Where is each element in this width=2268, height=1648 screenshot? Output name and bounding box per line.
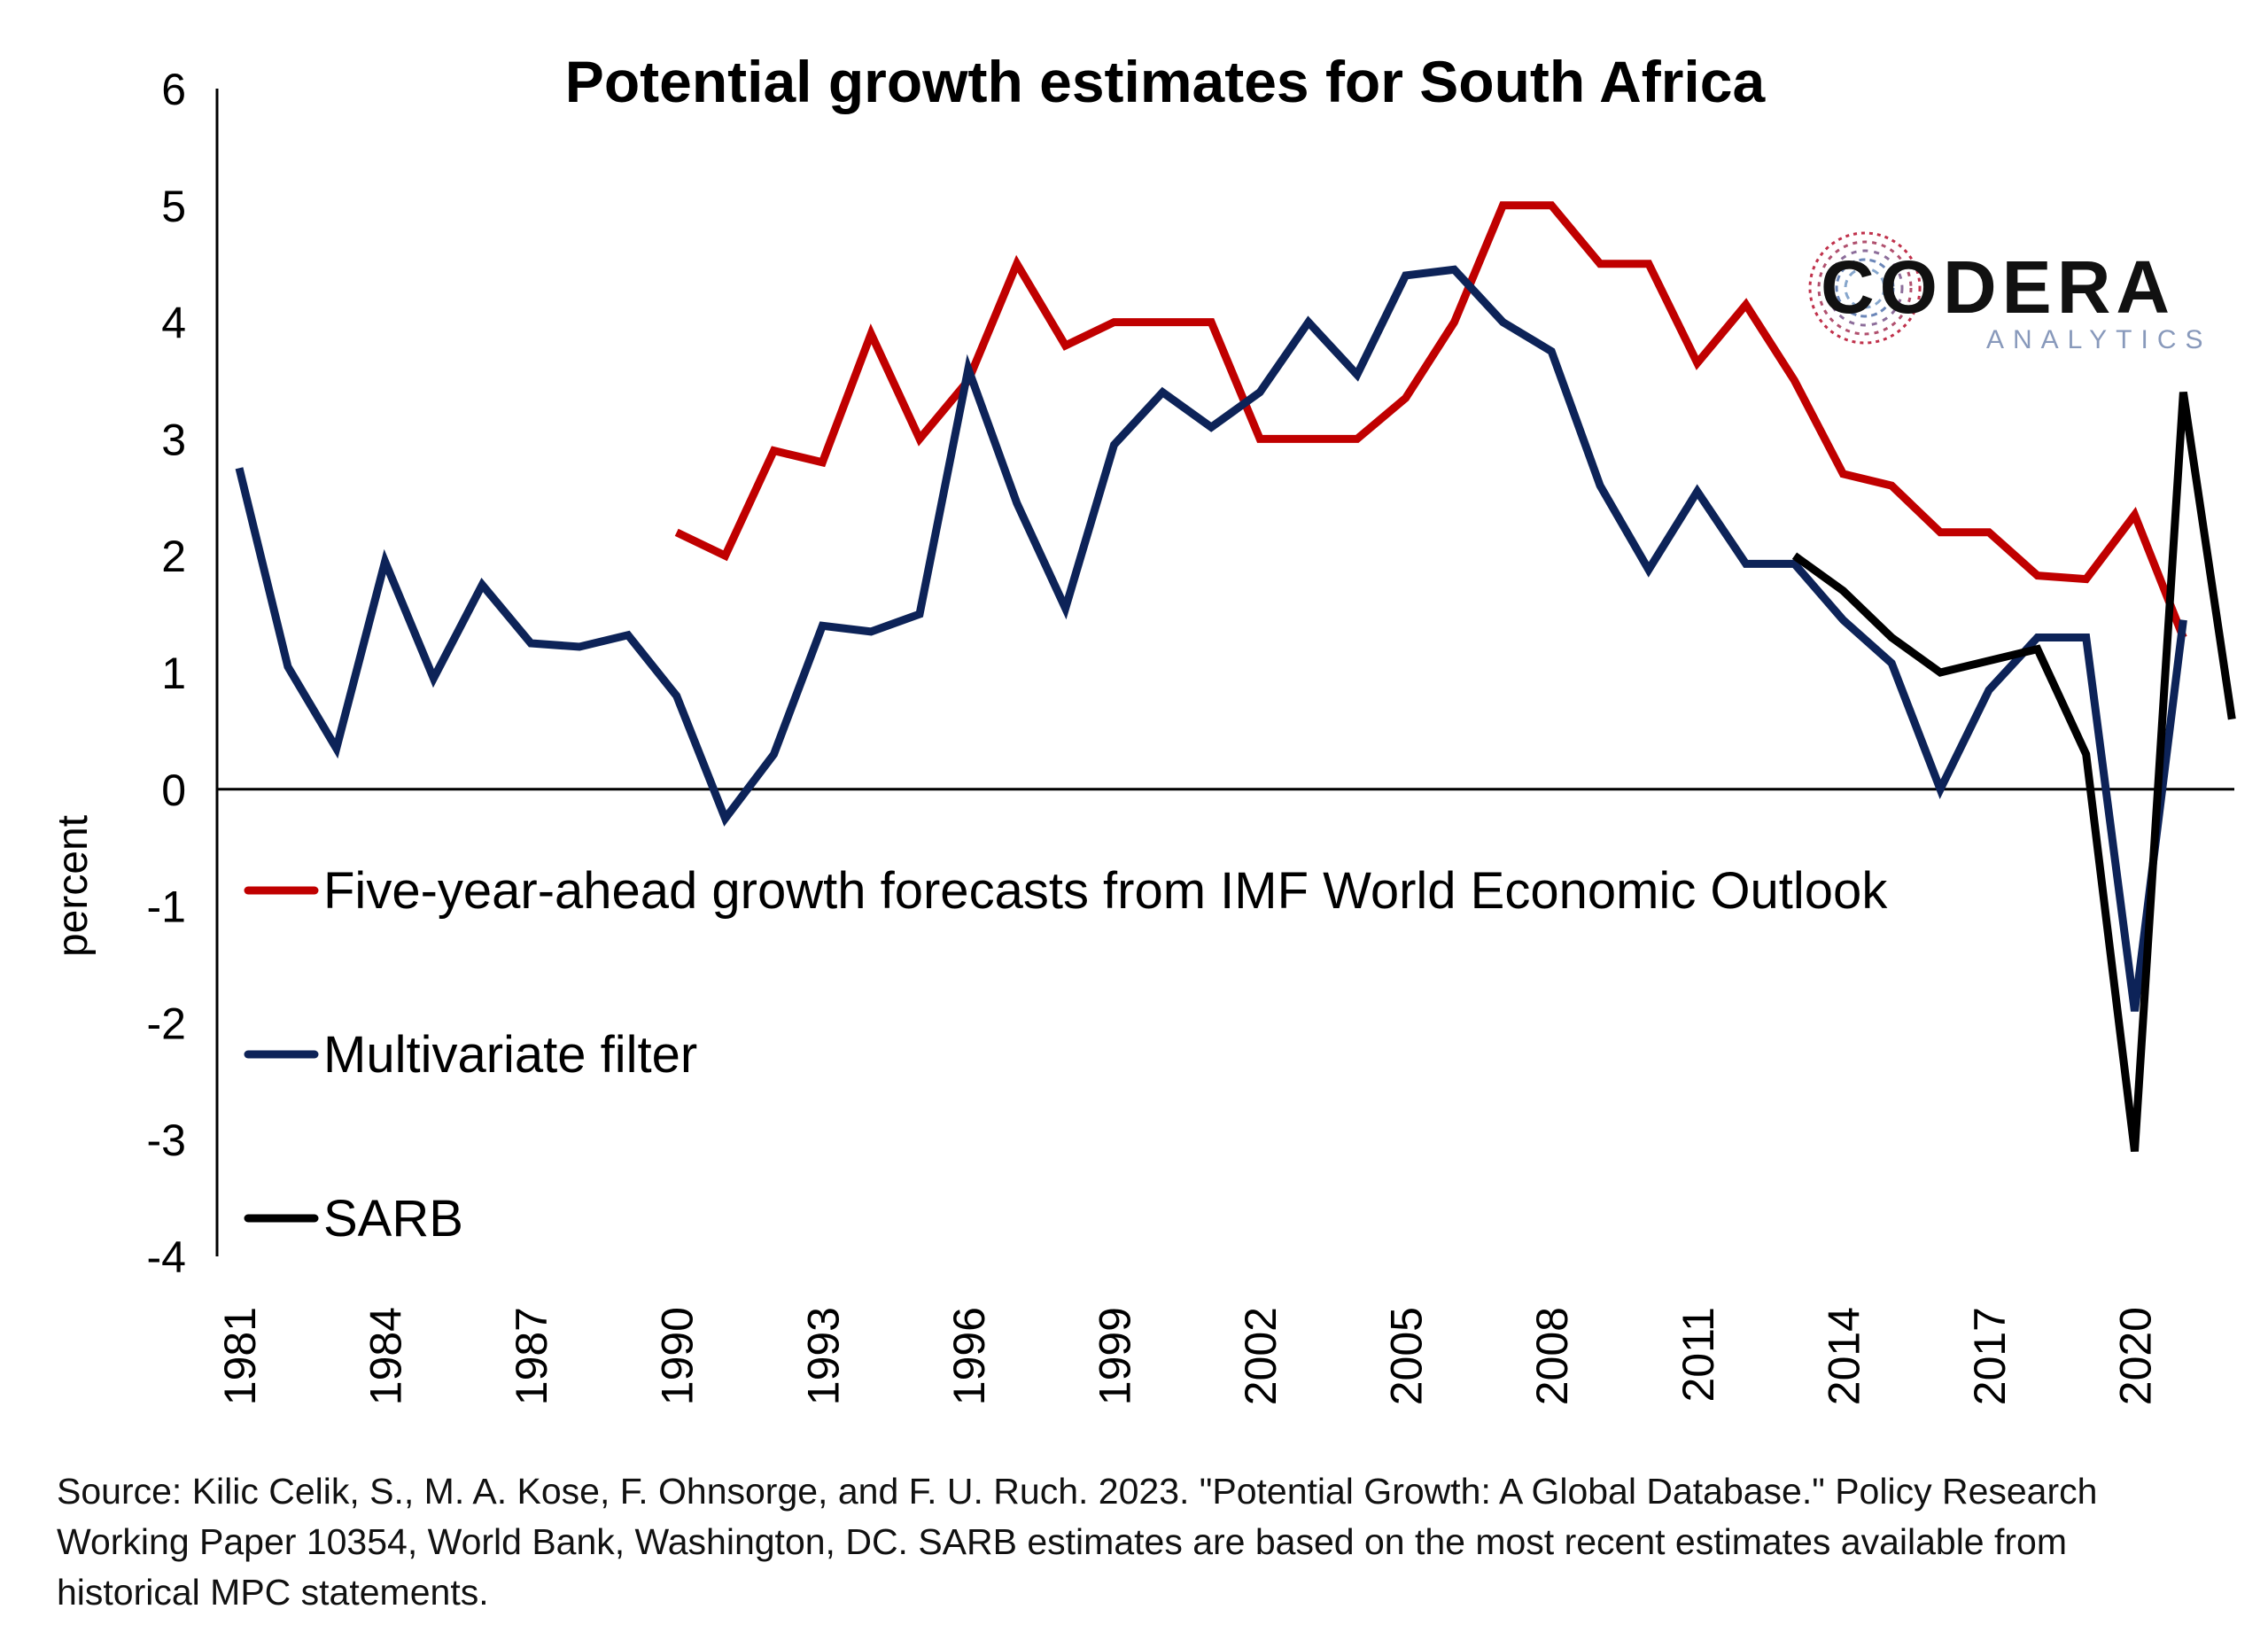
series-line-2 — [235, 265, 2187, 1012]
codera-logo-mark-icon — [1808, 231, 1922, 345]
y-tick-label: 4 — [161, 299, 186, 348]
x-tick-label: 2008 — [1527, 1307, 1577, 1405]
x-tick-label: 1984 — [361, 1307, 411, 1405]
x-tick-label: 2014 — [1819, 1307, 1868, 1405]
logo-arc — [1835, 258, 1895, 318]
x-tick-label: 2005 — [1382, 1307, 1432, 1405]
codera-logo: CODERA ANALYTICS — [1808, 231, 2212, 354]
legend-label-2: Multivariate filter — [323, 1026, 697, 1084]
chart-title: Potential growth estimates for South Afr… — [565, 49, 1767, 114]
x-tick-label: 1987 — [507, 1307, 556, 1405]
series-line-1 — [674, 201, 2187, 640]
logo-arc — [1817, 240, 1913, 336]
x-tick-label: 2011 — [1674, 1307, 1723, 1403]
y-tick-label: 5 — [161, 182, 186, 231]
y-tick-label: 0 — [161, 766, 186, 815]
y-tick-label: -4 — [147, 1232, 186, 1282]
x-tick-label: 1999 — [1090, 1307, 1139, 1405]
logo-arc — [1826, 249, 1904, 327]
y-tick-label: 3 — [161, 415, 186, 464]
legend-label-3: SARB — [323, 1190, 463, 1248]
logo-arc — [1844, 267, 1886, 309]
logo-tagline: ANALYTICS — [1986, 325, 2212, 354]
source-note: Source: Kilic Celik, S., M. A. Kose, F. … — [57, 1471, 2098, 1613]
axes: 6 5 4 3 2 1 0 -1 -2 -3 -4 1981 1984 1987 1990 1993 1996 1… — [147, 65, 2234, 1405]
x-tick-label: 1996 — [944, 1307, 994, 1405]
y-tick-label: 1 — [161, 649, 186, 698]
logo-name: CODERA — [1821, 245, 2175, 329]
series-layer — [235, 201, 2236, 1152]
y-tick-label: -3 — [147, 1116, 186, 1165]
series-line-3 — [1791, 392, 2236, 1152]
legend: Five-year-ahead growth forecasts from IM… — [244, 862, 1888, 1248]
logo-arc — [1808, 231, 1922, 345]
y-tick-label: -1 — [147, 882, 186, 932]
x-tick-label: 2020 — [2111, 1307, 2161, 1405]
x-tick-label: 2002 — [1236, 1307, 1285, 1405]
y-tick-label: 2 — [161, 532, 186, 581]
x-tick-label: 1981 — [215, 1307, 265, 1405]
x-tick-label: 1993 — [798, 1307, 848, 1405]
x-tick-label: 1990 — [653, 1307, 703, 1405]
legend-label-1: Five-year-ahead growth forecasts from IM… — [323, 862, 1888, 920]
y-tick-label: -2 — [147, 999, 186, 1048]
y-tick-label: 6 — [161, 65, 186, 114]
y-axis-label: percent — [50, 815, 97, 957]
x-tick-label: 2017 — [1965, 1307, 2015, 1405]
